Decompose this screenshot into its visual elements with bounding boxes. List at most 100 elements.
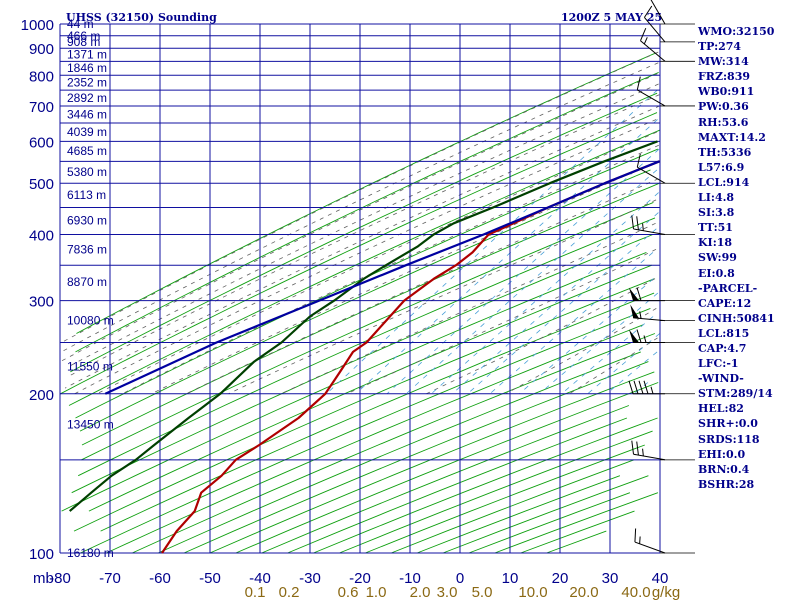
mixing-ratio-label: 2.0	[410, 584, 431, 600]
mixing-ratio-label: 40.0	[621, 584, 650, 600]
index-item: SRDS:118	[698, 432, 760, 446]
dry-adiabat	[157, 351, 641, 554]
wind-barb-0	[634, 528, 666, 554]
pressure-tick-label: 600	[29, 134, 54, 151]
moist-adiabat	[122, 144, 659, 395]
index-item: SW:99	[698, 251, 737, 265]
mixing-ratio-line	[467, 228, 657, 395]
pressure-tick-label: 1000	[21, 17, 54, 34]
dry-adiabat	[75, 148, 659, 419]
dry-adiabat	[235, 382, 659, 554]
height-label: 6113 m	[67, 188, 106, 202]
index-item: SHR+:0.0	[698, 417, 758, 431]
height-label: 466 m	[67, 29, 100, 43]
mixing-ratio-label: 10.0	[518, 584, 547, 600]
index-item: MW:314	[698, 55, 749, 69]
temperature-tick-label: 10	[502, 570, 519, 587]
dry-adiabat	[70, 92, 658, 373]
temperature-tick-label: -70	[99, 570, 121, 587]
dry-adiabat	[71, 234, 654, 494]
height-label: 3446 m	[67, 107, 107, 121]
moist-adiabat	[426, 278, 656, 395]
station-title: UHSS (32150) Sounding	[66, 11, 217, 24]
index-item: -PARCEL-	[698, 281, 758, 295]
dry-adiabat	[494, 492, 659, 554]
temperature-tick-label: -50	[199, 570, 221, 587]
temperature-tick-label: -30	[299, 570, 321, 587]
dry-adiabat	[287, 417, 628, 554]
pressure-tick-label: 400	[29, 228, 54, 245]
wind-barb-11	[648, 0, 666, 25]
index-item: WMO:32150	[698, 25, 775, 38]
moist-adiabat	[569, 337, 658, 395]
mixing-ratio-line	[386, 148, 660, 395]
wind-barb-3	[629, 329, 665, 343]
dry-adiabat	[80, 307, 651, 554]
pressure-tick-label: 800	[29, 68, 54, 85]
index-item: RH:53.6	[698, 115, 749, 129]
sounding-indices: WMO:32150 TP:274 MW:314 FRZ:839 WB0:911 PW:0.…	[698, 24, 775, 492]
wind-barb-8	[636, 76, 666, 107]
dry-adiabat	[261, 405, 630, 554]
dry-adiabat	[100, 292, 655, 532]
temperature-tick-label: -80	[49, 570, 71, 587]
height-label: 2892 m	[67, 91, 107, 105]
index-item: STM:289/14	[698, 387, 773, 401]
sounding-series-0	[161, 160, 660, 554]
dry-adiabat	[520, 510, 635, 554]
pressure-tick-label: 300	[29, 294, 54, 311]
moist-adiabat	[61, 51, 659, 343]
mixing-ratio-line	[606, 351, 658, 395]
dry-adiabat	[183, 361, 649, 554]
temperature-tick-label: 40	[652, 570, 669, 587]
index-item: LFC:-1	[698, 357, 739, 371]
height-label: 1371 m	[67, 48, 107, 62]
dry-adiabat	[106, 324, 644, 554]
index-item: LI:4.8	[698, 191, 735, 205]
index-item: CINH:50841	[698, 311, 775, 325]
dry-adiabat	[73, 278, 655, 532]
height-label: 10080 m	[67, 314, 114, 328]
mixing-ratio-label: 0.2	[279, 584, 300, 600]
dry-adiabat	[132, 333, 656, 554]
height-label: 16180 m	[67, 546, 114, 560]
dry-adiabat	[75, 71, 659, 353]
mixing-ratio-label: 0.6	[338, 584, 359, 600]
mixing-ratio-label: 0.1	[245, 584, 266, 600]
pressure-tick-label: 200	[29, 387, 54, 404]
moist-adiabat	[61, 62, 659, 353]
index-item: TT:51	[698, 221, 733, 235]
height-label: 5380 m	[67, 165, 107, 179]
pressure-tick-label: 100	[29, 546, 54, 563]
temperature-tick-label: -60	[149, 570, 171, 587]
dry-adiabat	[68, 129, 661, 406]
moist-adiabat	[280, 222, 656, 395]
dry-adiabat	[209, 371, 655, 554]
index-item: L57:6.9	[698, 160, 745, 174]
temperature-tick-label: -10	[399, 570, 421, 587]
index-item: WB0:911	[698, 85, 755, 99]
sounding-time: 1200Z 5 MAY 25	[561, 11, 662, 24]
wind-barb-2	[628, 380, 665, 395]
dry-adiabat	[546, 530, 607, 554]
mixing-ratio-line	[519, 278, 654, 395]
temperature-tick-label: 30	[602, 570, 619, 587]
moist-adiabat	[66, 94, 660, 378]
temperature-tick-label: 20	[552, 570, 569, 587]
dry-adiabat	[468, 492, 631, 554]
wind-barb-10	[644, 5, 666, 43]
wind-barb-9	[640, 28, 666, 62]
height-label: 1846 m	[67, 61, 107, 75]
moist-adiabat	[64, 105, 660, 389]
dry-adiabat	[365, 444, 645, 554]
moist-adiabat	[74, 119, 657, 395]
index-item: CAP:4.7	[698, 341, 747, 355]
wind-barb-5	[629, 287, 665, 302]
dry-adiabat	[88, 264, 652, 512]
height-label: 44 m	[67, 17, 94, 31]
sounding-series-2	[104, 160, 660, 395]
wind-barb-6	[631, 215, 666, 235]
dry-adiabat	[61, 251, 647, 512]
mixing-ratio-label: g/kg	[652, 584, 680, 600]
index-item: TP:274	[698, 40, 742, 54]
